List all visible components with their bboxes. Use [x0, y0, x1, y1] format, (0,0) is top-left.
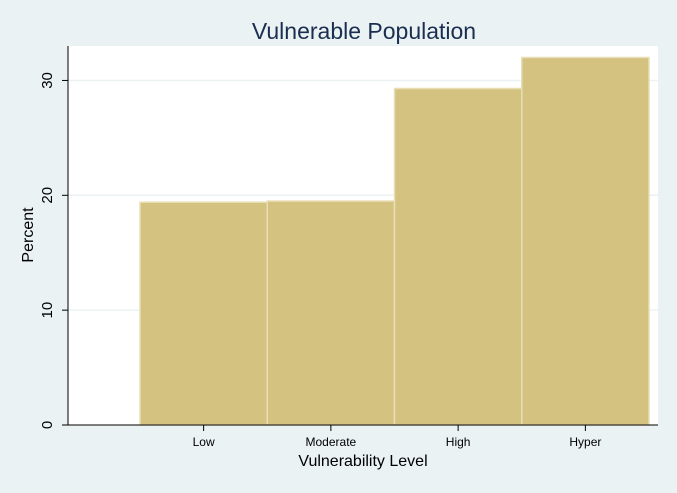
bar-low: [139, 201, 268, 426]
y-axis-label: Percent: [20, 207, 37, 263]
x-tick-label-high: High: [446, 435, 471, 449]
chart-title: Vulnerable Population: [252, 18, 476, 44]
bar-high: [393, 87, 523, 426]
x-tick-label-moderate: Moderate: [306, 435, 357, 449]
axes: 0 10 20 30 Low Moderate High Hyper: [39, 46, 658, 449]
bar-moderate: [266, 200, 396, 426]
x-tick-label-low: Low: [193, 435, 215, 449]
y-tick-label: 10: [39, 302, 56, 319]
bar-hyper: [521, 56, 650, 426]
y-tick-label: 30: [39, 72, 56, 89]
x-axis-label: Vulnerability Level: [298, 453, 427, 470]
x-tick-label-hyper: Hyper: [569, 435, 601, 449]
y-tick-label: 0: [39, 421, 56, 429]
y-tick-label: 20: [39, 187, 56, 204]
bars: [139, 56, 650, 426]
